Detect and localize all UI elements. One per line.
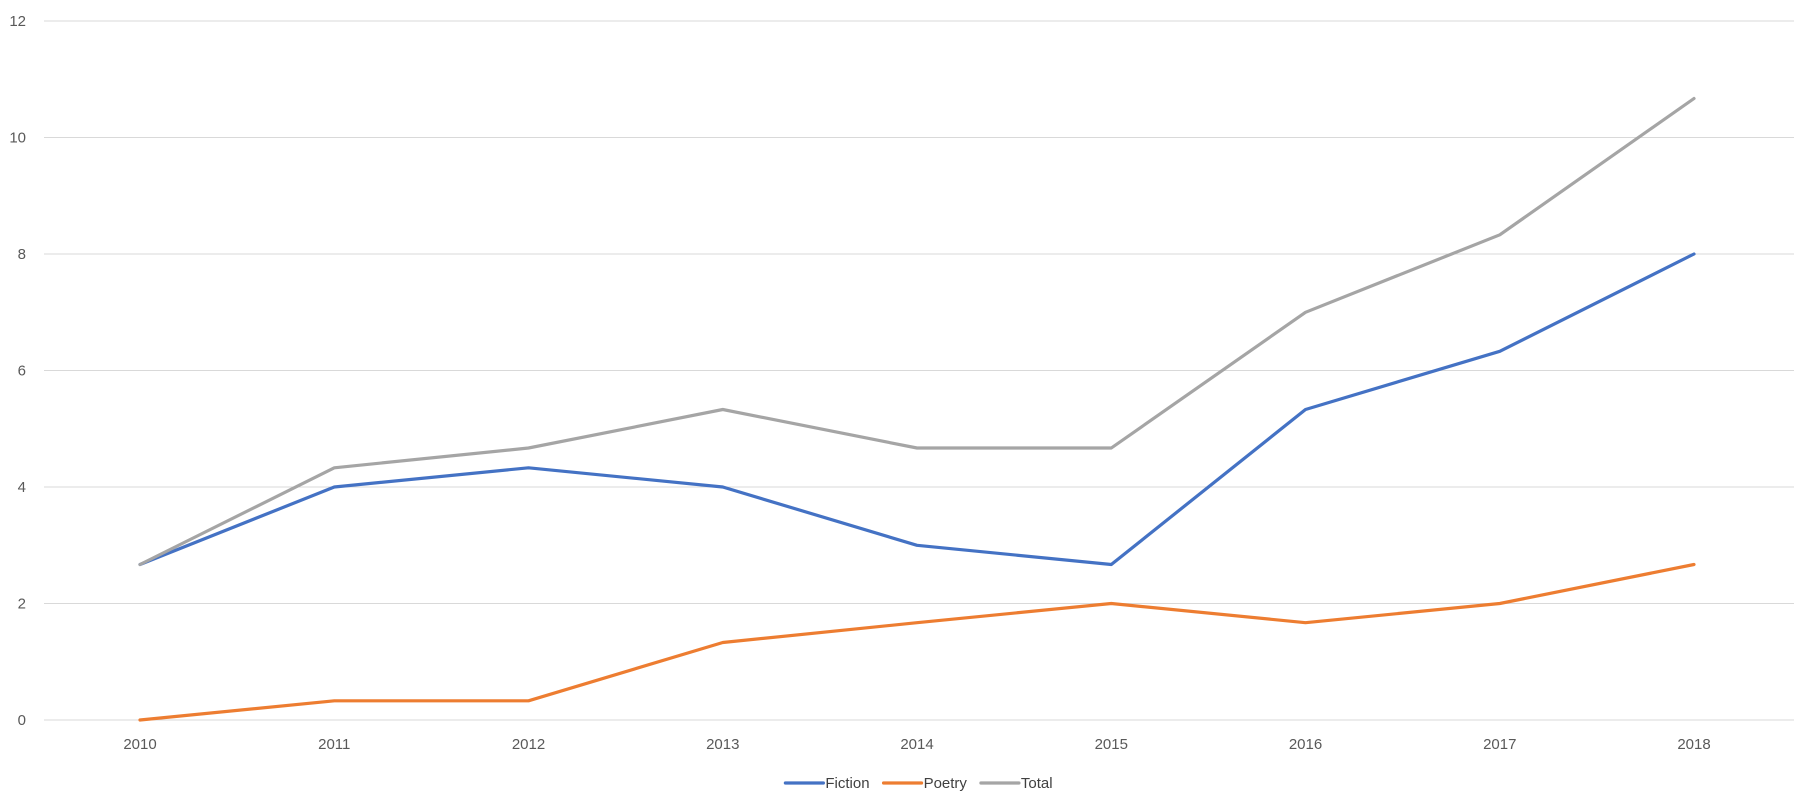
legend-label: Total xyxy=(1021,775,1053,792)
y-tick-label: 0 xyxy=(18,712,26,729)
x-tick-label: 2013 xyxy=(706,736,739,753)
series-line-fiction xyxy=(138,252,1696,567)
y-tick-label: 2 xyxy=(18,596,26,613)
y-tick-label: 4 xyxy=(18,479,26,496)
x-tick-label: 2011 xyxy=(318,736,350,753)
legend-item-poetry: Poetry xyxy=(881,775,968,792)
y-tick-label: 10 xyxy=(9,130,26,147)
x-tick-label: 2010 xyxy=(123,736,156,753)
x-tick-label: 2016 xyxy=(1289,736,1322,753)
x-axis-tick-labels: 2010 2011 2012 2013 2014 2015 2016 2017 2018 xyxy=(123,736,1710,753)
legend-item-fiction: Fiction xyxy=(783,775,870,792)
legend-label: Fiction xyxy=(825,775,869,792)
gridlines xyxy=(44,20,1794,721)
x-tick-label: 2017 xyxy=(1483,736,1516,753)
x-tick-label: 2012 xyxy=(512,736,545,753)
x-tick-label: 2018 xyxy=(1677,736,1710,753)
legend: Fiction Poetry Total xyxy=(783,775,1053,792)
y-tick-label: 12 xyxy=(9,13,26,30)
series-lines xyxy=(138,96,1696,722)
series-line-poetry xyxy=(138,562,1696,722)
x-tick-label: 2015 xyxy=(1095,736,1128,753)
y-axis-tick-labels: 0 2 4 6 8 10 12 xyxy=(9,13,26,729)
x-tick-label: 2014 xyxy=(900,736,933,753)
y-tick-label: 6 xyxy=(18,363,26,380)
y-tick-label: 8 xyxy=(18,246,26,263)
series-line-total xyxy=(138,96,1696,567)
legend-item-total: Total xyxy=(979,775,1053,792)
legend-label: Poetry xyxy=(924,775,968,792)
